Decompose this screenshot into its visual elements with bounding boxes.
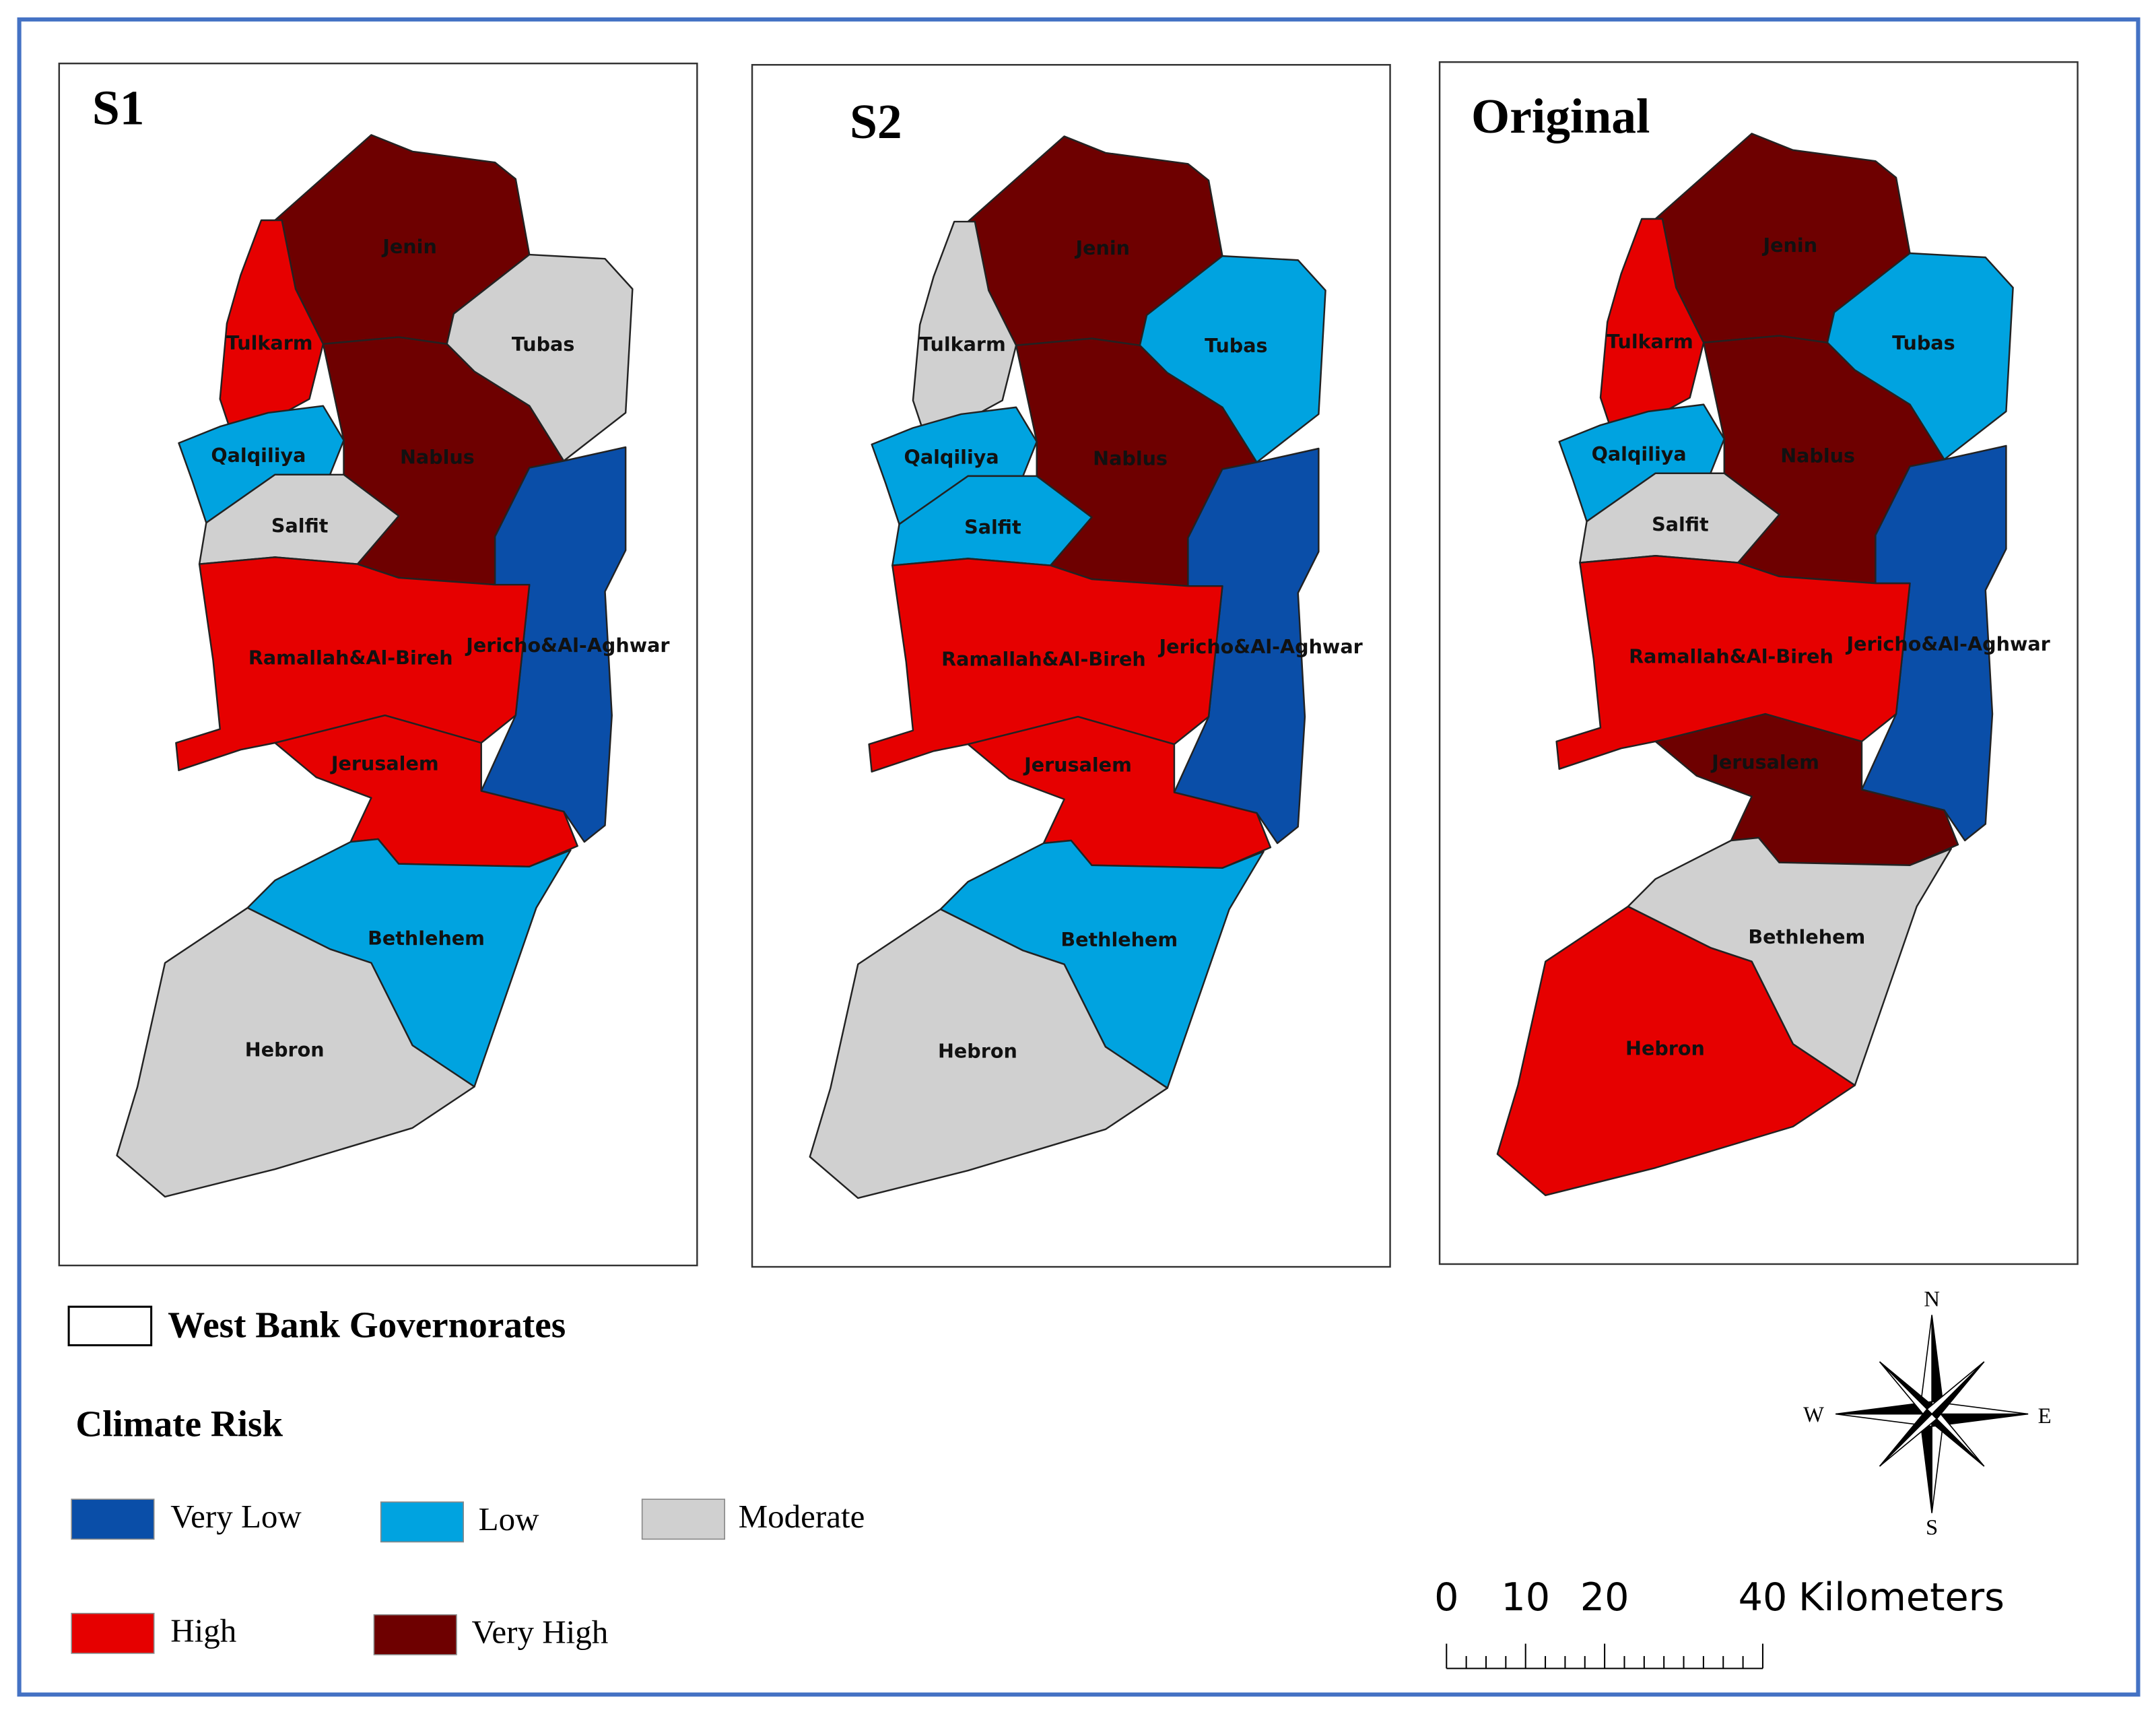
governorate	[1496, 905, 1856, 1197]
governorate-label: Jericho&Al-Aghwar	[465, 634, 670, 657]
governorate-label: Bethlehem	[1060, 928, 1178, 951]
governorate-label: Jerusalem	[330, 752, 439, 775]
scale-bar-label: 0	[1434, 1575, 1458, 1620]
legend-label: High	[170, 1612, 236, 1649]
governorate-label: Hebron	[1625, 1036, 1705, 1059]
scale-bar-label: 20	[1580, 1575, 1629, 1620]
governorate	[871, 406, 1038, 525]
governorate-label: Tulkarm	[919, 333, 1006, 356]
compass-w: W	[1803, 1403, 1824, 1427]
governorate	[809, 908, 1168, 1199]
governorate-label: Jericho&Al-Aghwar	[1157, 635, 1363, 658]
governorate	[116, 907, 475, 1198]
legend-label: Low	[479, 1501, 539, 1538]
governorate-label: Qalqiliya	[211, 444, 306, 467]
governorate-label: Salfit	[271, 514, 329, 537]
legend-title: Climate Risk	[75, 1404, 283, 1445]
map-panel: Original Jenin Tulkarm Tubas Qalqiliya Nablus…	[1438, 61, 2079, 1265]
legend-swatch	[641, 1498, 725, 1540]
governorate-label: Ramallah&Al-Bireh	[248, 646, 453, 669]
governorate-label: Jericho&Al-Aghwar	[1846, 632, 2051, 655]
governorate-label: Tulkarm	[226, 331, 313, 354]
governorate-label: Hebron	[938, 1039, 1017, 1062]
map-panel: S2 Jenin Tulkarm Tubas Qalqiliya Nablus Salfit…	[751, 64, 1391, 1268]
legend-label: Moderate	[739, 1498, 865, 1535]
governorate-label: Jenin	[1762, 234, 1818, 257]
governorate-label: Tubas	[512, 333, 574, 356]
legend-label: Very High	[471, 1614, 608, 1651]
legend-swatch	[373, 1614, 457, 1655]
compass-point	[1926, 1361, 1985, 1415]
panel-title: S2	[850, 94, 902, 149]
scale-bar-label: 10	[1501, 1575, 1550, 1620]
panel-title: S1	[92, 80, 145, 135]
legend-label: Very Low	[170, 1498, 302, 1535]
governorate-label: Ramallah&Al-Bireh	[941, 647, 1146, 670]
governorate-label: Jerusalem	[1023, 754, 1132, 777]
governorate-label: Jenin	[381, 235, 437, 258]
legend-swatch	[380, 1501, 465, 1543]
governorate-label: Qalqiliya	[904, 445, 999, 468]
governorate-label: Nablus	[1780, 444, 1855, 467]
compass-e: E	[2038, 1404, 2052, 1428]
governorate	[1558, 403, 1726, 523]
governorate-label: Salfit	[964, 515, 1021, 538]
north-arrow	[1835, 1315, 2029, 1513]
scale-bar-unit: Kilometers	[1798, 1575, 2005, 1620]
panel-title: Original	[1471, 88, 1650, 143]
map-panel: S1 Jenin Tulkarm Tubas Qalqiliya Nablus Salfit…	[58, 62, 698, 1267]
governorate-label: Nablus	[1093, 447, 1168, 469]
governorate-label: Tulkarm	[1607, 330, 1693, 353]
boundary-label: West Bank Governorates	[168, 1305, 566, 1346]
governorate-label: Bethlehem	[368, 927, 485, 950]
governorate-label: Salfit	[1652, 513, 1709, 535]
governorate-label: Tubas	[1892, 331, 1955, 354]
governorate-label: Hebron	[245, 1038, 325, 1061]
legend-swatch	[71, 1612, 155, 1654]
governorate-label: Jenin	[1074, 236, 1130, 259]
governorate-label: Bethlehem	[1748, 925, 1865, 948]
scale-bar-label: 40	[1739, 1575, 1788, 1620]
governorate-label: Jerusalem	[1710, 751, 1819, 774]
governorate	[178, 405, 345, 524]
legend-swatch	[71, 1498, 155, 1540]
compass-s: S	[1926, 1516, 1938, 1540]
governorate-label: Ramallah&Al-Bireh	[1629, 645, 1833, 667]
governorate-label: Tubas	[1205, 334, 1267, 357]
compass-n: N	[1924, 1288, 1940, 1312]
boundary-swatch	[67, 1305, 153, 1346]
governorate-label: Nablus	[400, 445, 475, 468]
governorate-label: Qalqiliya	[1592, 442, 1687, 465]
